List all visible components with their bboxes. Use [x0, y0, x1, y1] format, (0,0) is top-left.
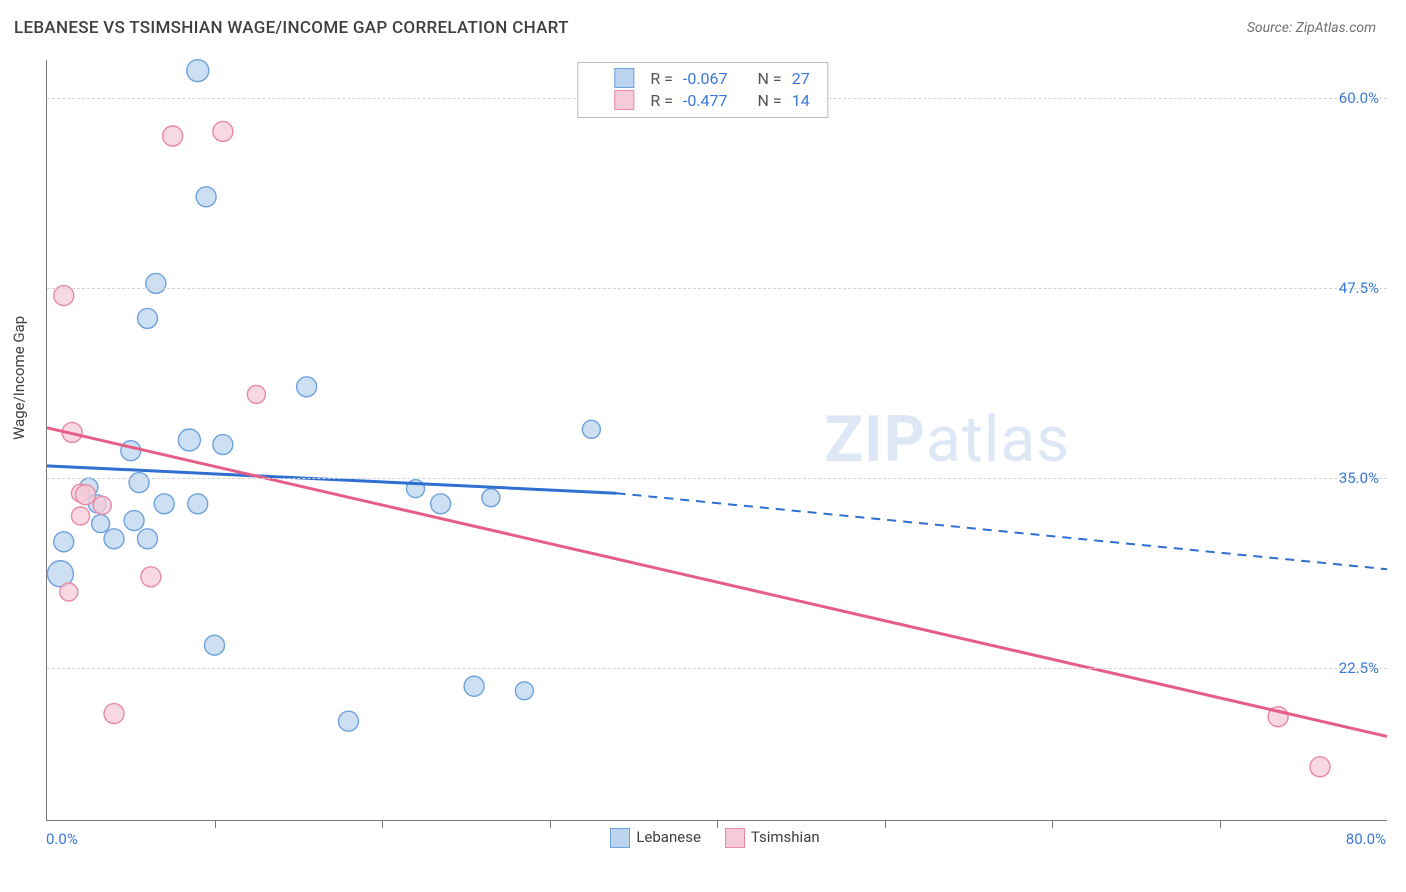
data-point: [92, 515, 110, 533]
x-tick: [885, 820, 886, 828]
chart-title: LEBANESE VS TSIMSHIAN WAGE/INCOME GAP CO…: [14, 18, 569, 38]
gridline: [47, 288, 1387, 289]
legend-swatch: [610, 828, 630, 848]
data-point: [188, 494, 208, 514]
legend-n-value: 14: [792, 91, 810, 110]
legend-r-value: -0.067: [683, 69, 728, 88]
data-point: [187, 60, 209, 82]
legend-n-value: 27: [792, 69, 810, 88]
data-point: [138, 308, 158, 328]
y-axis-label: Wage/Income Gap: [10, 316, 28, 440]
data-point: [431, 494, 451, 514]
x-tick: [1220, 820, 1221, 828]
legend-n-label: N =: [758, 91, 782, 110]
x-tick: [550, 820, 551, 828]
scatter-plot-svg: [47, 60, 1387, 820]
data-point: [247, 385, 265, 403]
data-point: [141, 567, 161, 587]
chart-plot-area: ZIPatlas 60.0%47.5%35.0%22.5%: [46, 60, 1387, 821]
data-point: [196, 187, 216, 207]
correlation-legend: R = -0.067 N = 27 R = -0.477 N = 14: [577, 62, 828, 118]
data-point: [104, 529, 124, 549]
data-point: [60, 583, 78, 601]
legend-swatch: [614, 90, 634, 110]
data-point: [104, 704, 124, 724]
legend-r-label: R =: [650, 91, 673, 110]
legend-label: Lebanese: [636, 828, 701, 846]
regression-line: [47, 428, 1387, 737]
legend-n-label: N =: [758, 69, 782, 88]
y-tick-label: 22.5%: [1339, 659, 1379, 677]
legend-row: R = -0.067 N = 27: [590, 67, 809, 89]
data-point: [297, 377, 317, 397]
x-tick: [215, 820, 216, 828]
legend-row: R = -0.477 N = 14: [590, 89, 809, 111]
legend-swatch: [614, 68, 634, 88]
data-point: [339, 711, 359, 731]
x-tick: [1052, 820, 1053, 828]
data-point: [121, 441, 141, 461]
legend-label: Tsimshian: [751, 828, 820, 846]
source-attribution: Source: ZipAtlas.com: [1247, 20, 1376, 36]
series-legend: Lebanese Tsimshian: [0, 828, 1406, 848]
data-point: [93, 496, 111, 514]
gridline: [47, 478, 1387, 479]
data-point: [464, 676, 484, 696]
data-point: [54, 532, 74, 552]
y-tick-label: 35.0%: [1339, 469, 1379, 487]
data-point: [482, 489, 500, 507]
data-point: [213, 435, 233, 455]
legend-swatch: [725, 828, 745, 848]
data-point: [154, 494, 174, 514]
x-tick: [382, 820, 383, 828]
x-tick: [717, 820, 718, 828]
data-point: [205, 635, 225, 655]
data-point: [76, 485, 96, 505]
data-point: [72, 507, 90, 525]
legend-r-value: -0.477: [683, 91, 728, 110]
y-tick-label: 47.5%: [1339, 279, 1379, 297]
data-point: [146, 273, 166, 293]
data-point: [213, 121, 233, 141]
data-point: [163, 126, 183, 146]
data-point: [124, 511, 144, 531]
data-point: [1310, 757, 1330, 777]
data-point: [138, 529, 158, 549]
data-point: [515, 682, 533, 700]
y-tick-label: 60.0%: [1339, 89, 1379, 107]
legend-r-label: R =: [650, 69, 673, 88]
data-point: [129, 473, 149, 493]
data-point: [582, 420, 600, 438]
data-point: [178, 429, 200, 451]
gridline: [47, 668, 1387, 669]
regression-line-extension: [617, 493, 1388, 569]
